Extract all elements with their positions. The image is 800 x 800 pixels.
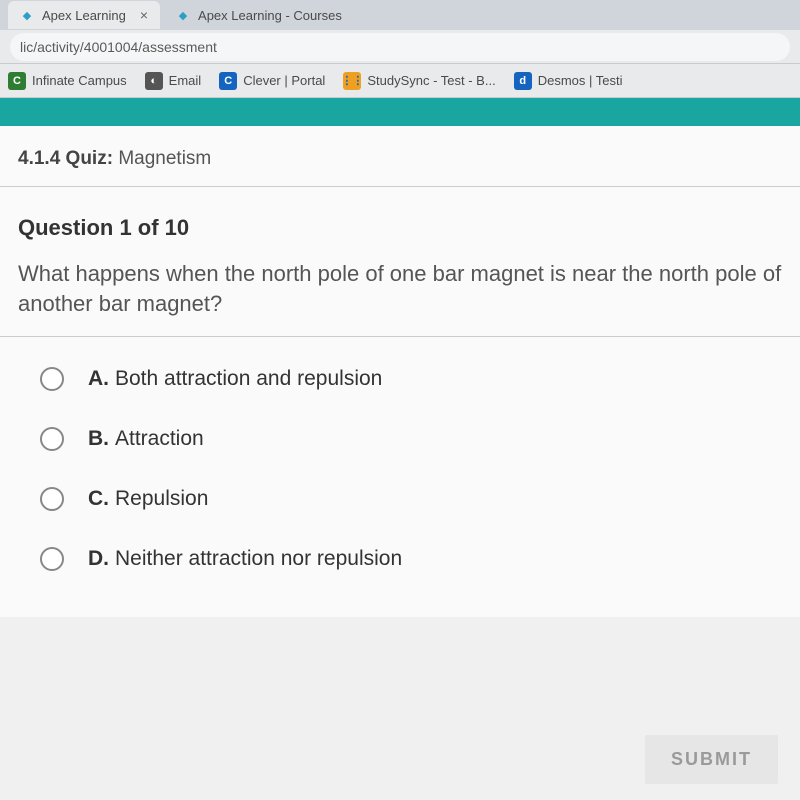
option-text: Neither attraction nor repulsion [115, 547, 402, 570]
bookmark-label: Email [169, 73, 202, 88]
radio-icon[interactable] [40, 367, 64, 391]
option-letter: B. [88, 427, 109, 450]
address-bar [0, 30, 800, 64]
option-label: D. Neither attraction nor repulsion [88, 547, 402, 571]
bookmark-item[interactable]: ◐ Email [145, 72, 202, 90]
bookmark-item[interactable]: C Infinate Campus [8, 72, 127, 90]
question-block: Question 1 of 10 What happens when the n… [0, 187, 800, 337]
tab-title: Apex Learning [42, 8, 126, 23]
app-accent-band [0, 98, 800, 126]
bookmark-label: Infinate Campus [32, 73, 127, 88]
radio-icon[interactable] [40, 547, 64, 571]
option-label: B. Attraction [88, 427, 204, 451]
section-number: 4.1.4 [18, 148, 60, 169]
bookmark-item[interactable]: ⋮⋮ StudySync - Test - B... [343, 72, 495, 90]
bookmarks-bar: C Infinate Campus ◐ Email C Clever | Por… [0, 64, 800, 98]
quiz-title: Magnetism [118, 148, 211, 169]
option-text: Repulsion [115, 487, 208, 510]
browser-chrome: ◆ Apex Learning × ◆ Apex Learning - Cour… [0, 0, 800, 98]
answer-option[interactable]: C. Repulsion [40, 487, 772, 511]
answer-options: A. Both attraction and repulsion B. Attrac… [0, 337, 800, 617]
option-text: Both attraction and repulsion [115, 367, 382, 390]
question-text: What happens when the north pole of one … [18, 259, 782, 318]
bookmark-label: StudySync - Test - B... [367, 73, 495, 88]
quiz-page: 4.1.4 Quiz: Magnetism Question 1 of 10 W… [0, 126, 800, 617]
answer-option[interactable]: A. Both attraction and repulsion [40, 367, 772, 391]
option-letter: A. [88, 367, 109, 390]
submit-area: SUBMIT [623, 719, 800, 800]
answer-option[interactable]: B. Attraction [40, 427, 772, 451]
bookmark-icon: C [219, 72, 237, 90]
favicon-icon: ◆ [176, 8, 190, 22]
option-label: C. Repulsion [88, 487, 208, 511]
radio-icon[interactable] [40, 487, 64, 511]
bookmark-icon: d [514, 72, 532, 90]
browser-tab[interactable]: ◆ Apex Learning × [8, 1, 160, 29]
submit-button[interactable]: SUBMIT [645, 735, 778, 784]
option-letter: C. [88, 487, 109, 510]
section-label: Quiz: [66, 148, 114, 169]
bookmark-icon: ⋮⋮ [343, 72, 361, 90]
tab-title: Apex Learning - Courses [198, 8, 342, 23]
option-text: Attraction [115, 427, 204, 450]
bookmark-item[interactable]: d Desmos | Testi [514, 72, 623, 90]
bookmark-icon: ◐ [145, 72, 163, 90]
answer-option[interactable]: D. Neither attraction nor repulsion [40, 547, 772, 571]
browser-tab[interactable]: ◆ Apex Learning - Courses [164, 1, 354, 29]
bookmark-label: Desmos | Testi [538, 73, 623, 88]
tab-strip: ◆ Apex Learning × ◆ Apex Learning - Cour… [0, 0, 800, 30]
option-label: A. Both attraction and repulsion [88, 367, 382, 391]
bookmark-item[interactable]: C Clever | Portal [219, 72, 325, 90]
question-counter: Question 1 of 10 [18, 215, 782, 241]
close-icon[interactable]: × [140, 7, 148, 23]
radio-icon[interactable] [40, 427, 64, 451]
bookmark-icon: C [8, 72, 26, 90]
url-input[interactable] [10, 33, 790, 61]
bookmark-label: Clever | Portal [243, 73, 325, 88]
quiz-header: 4.1.4 Quiz: Magnetism [0, 126, 800, 187]
option-letter: D. [88, 547, 109, 570]
favicon-icon: ◆ [20, 8, 34, 22]
